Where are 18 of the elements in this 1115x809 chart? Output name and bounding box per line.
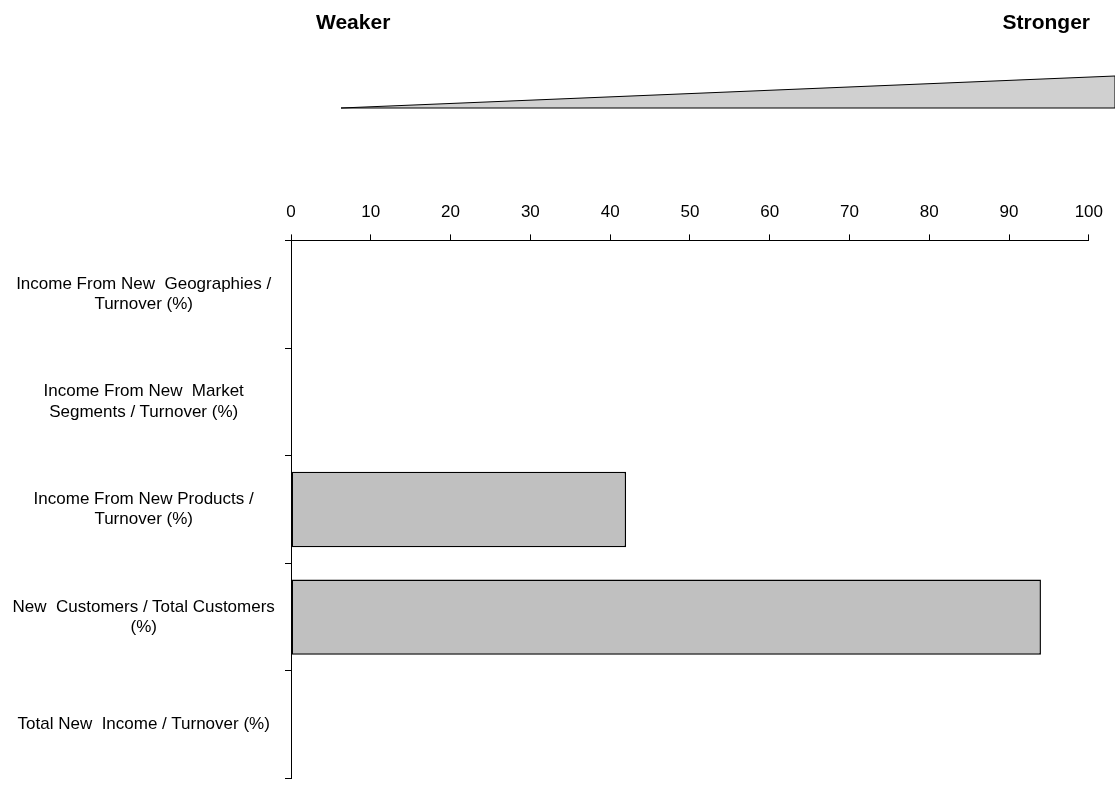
y-tick-label: Total New Income / Turnover (%) <box>17 714 270 734</box>
text: Weaker <box>316 10 391 34</box>
x-tick-label: 80 <box>919 201 939 221</box>
x-tick-label: 90 <box>999 201 1019 221</box>
x-tick-label: 70 <box>840 201 859 221</box>
x-tick-label: 40 <box>600 201 620 221</box>
x-tick-label: 50 <box>680 201 700 221</box>
y-tick-label: Income From New Geographies / Turnover (%) <box>16 273 272 314</box>
y-tick-label: New Customers / Total Customers (%) <box>12 596 275 637</box>
x-tick-label: 30 <box>520 201 540 221</box>
y-tick-label: Income From New Products / Turnover (%) <box>33 488 255 529</box>
x-tick-label: 20 <box>441 201 461 221</box>
text: Stronger <box>1002 10 1090 34</box>
x-tick-label: 100 <box>1074 201 1104 221</box>
y-tick-label: Income From New Market Segments / Turnover (%) <box>43 381 245 421</box>
x-tick-label: 0 <box>286 201 296 221</box>
x-tick-label: 10 <box>361 201 381 221</box>
x-tick-label: 60 <box>760 201 780 221</box>
